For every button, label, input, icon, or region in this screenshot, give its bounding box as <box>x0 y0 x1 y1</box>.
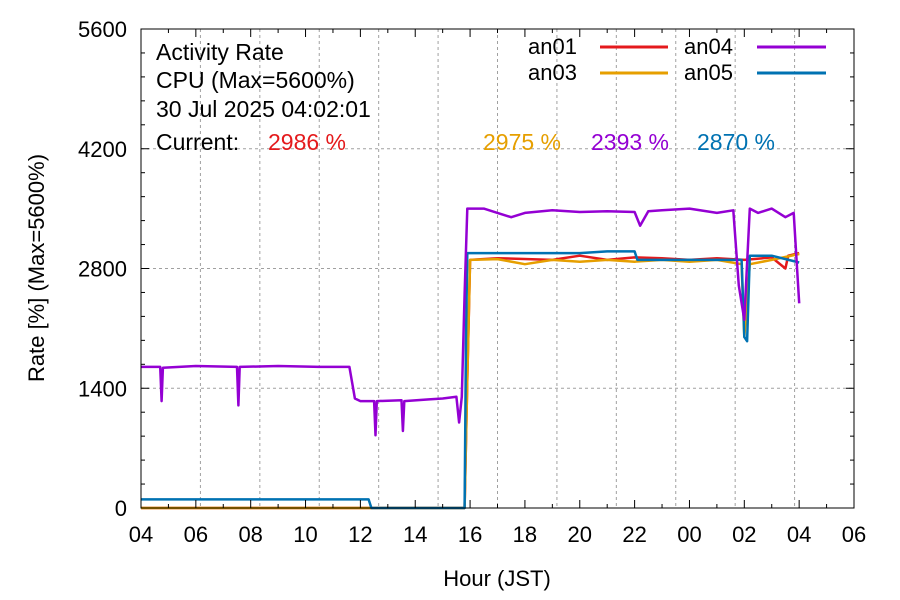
x-axis-label: Hour (JST) <box>443 566 551 591</box>
x-tick-label: 06 <box>184 522 208 547</box>
x-tick-label: 02 <box>732 522 756 547</box>
series-group <box>141 207 801 510</box>
legend-label-an04: an04 <box>684 34 733 59</box>
x-tick-label: 22 <box>622 522 646 547</box>
chart-timestamp: 30 Jul 2025 04:02:01 <box>156 96 371 122</box>
x-tick-label: 20 <box>568 522 592 547</box>
x-tick-label: 16 <box>458 522 482 547</box>
current-label: Current: <box>156 129 239 155</box>
x-ticks: 04 06 08 10 12 14 16 18 20 22 00 02 04 06 <box>129 29 866 547</box>
x-tick-label: 08 <box>238 522 262 547</box>
chart-subtitle: CPU (Max=5600%) <box>156 67 355 93</box>
current-value-an01: 2986 % <box>268 129 346 155</box>
y-ticks: 0 1400 2800 4200 5600 <box>78 17 854 521</box>
current-value-an04: 2393 % <box>591 129 669 155</box>
legend: an01 an03 an04 an05 <box>528 34 826 85</box>
legend-label-an01: an01 <box>528 34 577 59</box>
legend-label-an03: an03 <box>528 60 577 85</box>
y-tick-label: 4200 <box>78 137 127 162</box>
x-tick-label: 00 <box>677 522 701 547</box>
x-tick-label: 04 <box>129 522 153 547</box>
current-value-an05: 2870 % <box>697 129 775 155</box>
y-tick-label: 0 <box>115 496 127 521</box>
x-tick-label: 14 <box>403 522 427 547</box>
series-line-an04 <box>141 207 801 437</box>
x-tick-label: 18 <box>513 522 537 547</box>
y-tick-label: 2800 <box>78 257 127 282</box>
y-tick-label: 5600 <box>78 17 127 42</box>
chart-title: Activity Rate <box>156 39 284 65</box>
y-tick-label: 1400 <box>78 376 127 401</box>
current-value-an03: 2975 % <box>483 129 561 155</box>
y-axis-label: Rate [%] (Max=5600%) <box>24 154 49 382</box>
x-tick-label: 12 <box>348 522 372 547</box>
x-tick-label: 10 <box>293 522 317 547</box>
x-tick-label: 04 <box>787 522 811 547</box>
x-tick-label: 06 <box>842 522 866 547</box>
legend-label-an05: an05 <box>684 60 733 85</box>
